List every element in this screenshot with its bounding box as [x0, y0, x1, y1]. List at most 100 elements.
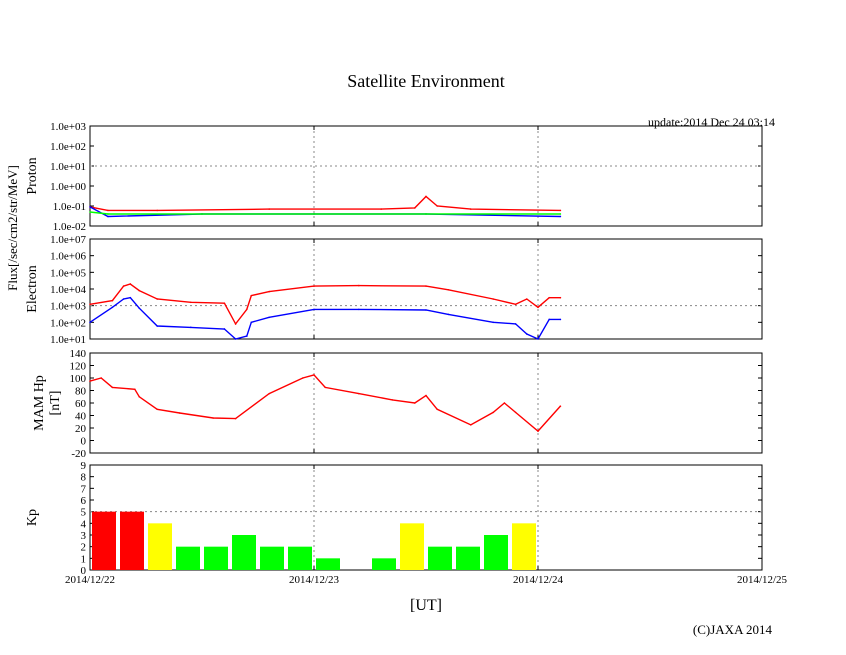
- data-point: [425, 213, 427, 215]
- data-point: [111, 306, 114, 309]
- data-point: [559, 296, 562, 299]
- data-point: [324, 386, 327, 389]
- y-tick-label: 1.0e+02: [50, 141, 86, 153]
- data-point: [129, 283, 132, 285]
- kp-bar: [512, 523, 536, 570]
- data-point: [156, 298, 158, 300]
- y-tick-label: 1.0e+03: [50, 121, 86, 133]
- y-tick-label: 1.0e+02: [50, 317, 86, 329]
- kp-bar: [484, 535, 508, 570]
- kp-bar: [148, 523, 172, 570]
- kp-bar: [428, 546, 452, 570]
- data-point: [436, 205, 439, 207]
- panel-frame: [89, 352, 763, 454]
- y-tick-label: 80: [75, 386, 87, 398]
- data-point: [425, 195, 427, 198]
- y-tick-label: 1: [81, 553, 87, 565]
- data-point: [250, 294, 253, 297]
- data-point: [246, 308, 248, 311]
- data-point: [100, 377, 102, 379]
- data-point: [223, 302, 226, 305]
- kp-bar: [372, 558, 396, 570]
- data-point: [548, 296, 550, 299]
- y-tick-label: 5: [81, 507, 87, 519]
- panel-frame: [89, 464, 763, 571]
- data-point: [358, 284, 360, 287]
- data-point: [107, 209, 109, 212]
- data-point: [559, 318, 562, 321]
- data-point: [514, 411, 517, 414]
- data-point: [447, 313, 450, 316]
- kp-bar: [232, 535, 256, 570]
- y-tick-label: 6: [81, 495, 87, 507]
- data-point: [107, 213, 109, 215]
- data-point: [313, 213, 315, 215]
- y-axis-unit: [nT]: [48, 391, 63, 416]
- data-point: [425, 309, 427, 311]
- data-point: [234, 323, 237, 325]
- y-tick-label: 1.0e-02: [53, 221, 86, 233]
- panel-electron: 1.0e+01 1.0e+02 1.0e+03 1.0e+04 1.0e+05 1.0e+…: [25, 234, 763, 346]
- data-point: [492, 321, 495, 324]
- data-point: [212, 417, 214, 419]
- y-tick-label: 120: [70, 361, 87, 373]
- panel-frame: [89, 238, 763, 340]
- y-tick-label: 0: [81, 436, 87, 448]
- y-tick-label: 8: [81, 472, 87, 484]
- y-axis-label: Kp: [25, 509, 40, 526]
- x-axis-label: [UT]: [410, 597, 442, 614]
- data-point: [89, 380, 91, 382]
- data-point: [138, 289, 141, 292]
- data-point: [358, 308, 360, 311]
- data-point: [414, 402, 416, 404]
- kp-bar: [260, 546, 284, 570]
- data-point: [537, 338, 539, 340]
- data-point: [156, 325, 158, 327]
- kp-bar: [316, 558, 340, 570]
- data-point: [138, 395, 141, 398]
- data-point: [190, 301, 192, 304]
- data-point: [138, 307, 141, 310]
- panel-proton: 1.0e-02 1.0e-01 1.0e+00 1.0e+01 1.0e+02 1.0e+…: [25, 121, 763, 233]
- y-tick-label: 0: [81, 565, 87, 577]
- data-point: [89, 211, 91, 213]
- data-point: [268, 316, 271, 319]
- data-point: [107, 215, 109, 218]
- series-green: [89, 211, 561, 215]
- data-point: [391, 399, 394, 401]
- series-red: [89, 283, 561, 326]
- y-axis-label: Proton: [25, 157, 40, 194]
- data-point: [89, 303, 91, 306]
- data-point: [492, 411, 495, 414]
- series-blue: [89, 206, 561, 218]
- y-tick-label: 1.0e-01: [53, 201, 86, 213]
- y-tick-label: 1.0e+06: [50, 251, 86, 263]
- y-tick-label: 20: [75, 423, 87, 435]
- data-point: [548, 318, 550, 321]
- data-point: [223, 328, 226, 330]
- y-tick-label: 1.0e+01: [50, 161, 86, 173]
- data-point: [514, 303, 517, 306]
- data-point: [492, 298, 495, 300]
- kp-bar: [456, 546, 480, 570]
- data-point: [89, 321, 91, 324]
- data-point: [190, 326, 192, 329]
- kp-bar: [400, 523, 424, 570]
- data-point: [537, 306, 539, 309]
- data-point: [470, 208, 472, 210]
- y-axis-label: Electron: [25, 265, 40, 312]
- y-tick-label: 60: [75, 398, 87, 410]
- data-point: [537, 430, 539, 432]
- y-tick-label: 1.0e+05: [50, 267, 86, 279]
- data-point: [313, 374, 315, 376]
- data-point: [234, 338, 237, 340]
- data-point: [122, 285, 125, 287]
- x-tick-label: 2014/12/25: [737, 574, 788, 586]
- y-tick-label: 3: [81, 530, 87, 542]
- data-point: [156, 209, 158, 212]
- data-point: [559, 209, 562, 212]
- data-point: [470, 424, 472, 426]
- data-point: [129, 296, 132, 299]
